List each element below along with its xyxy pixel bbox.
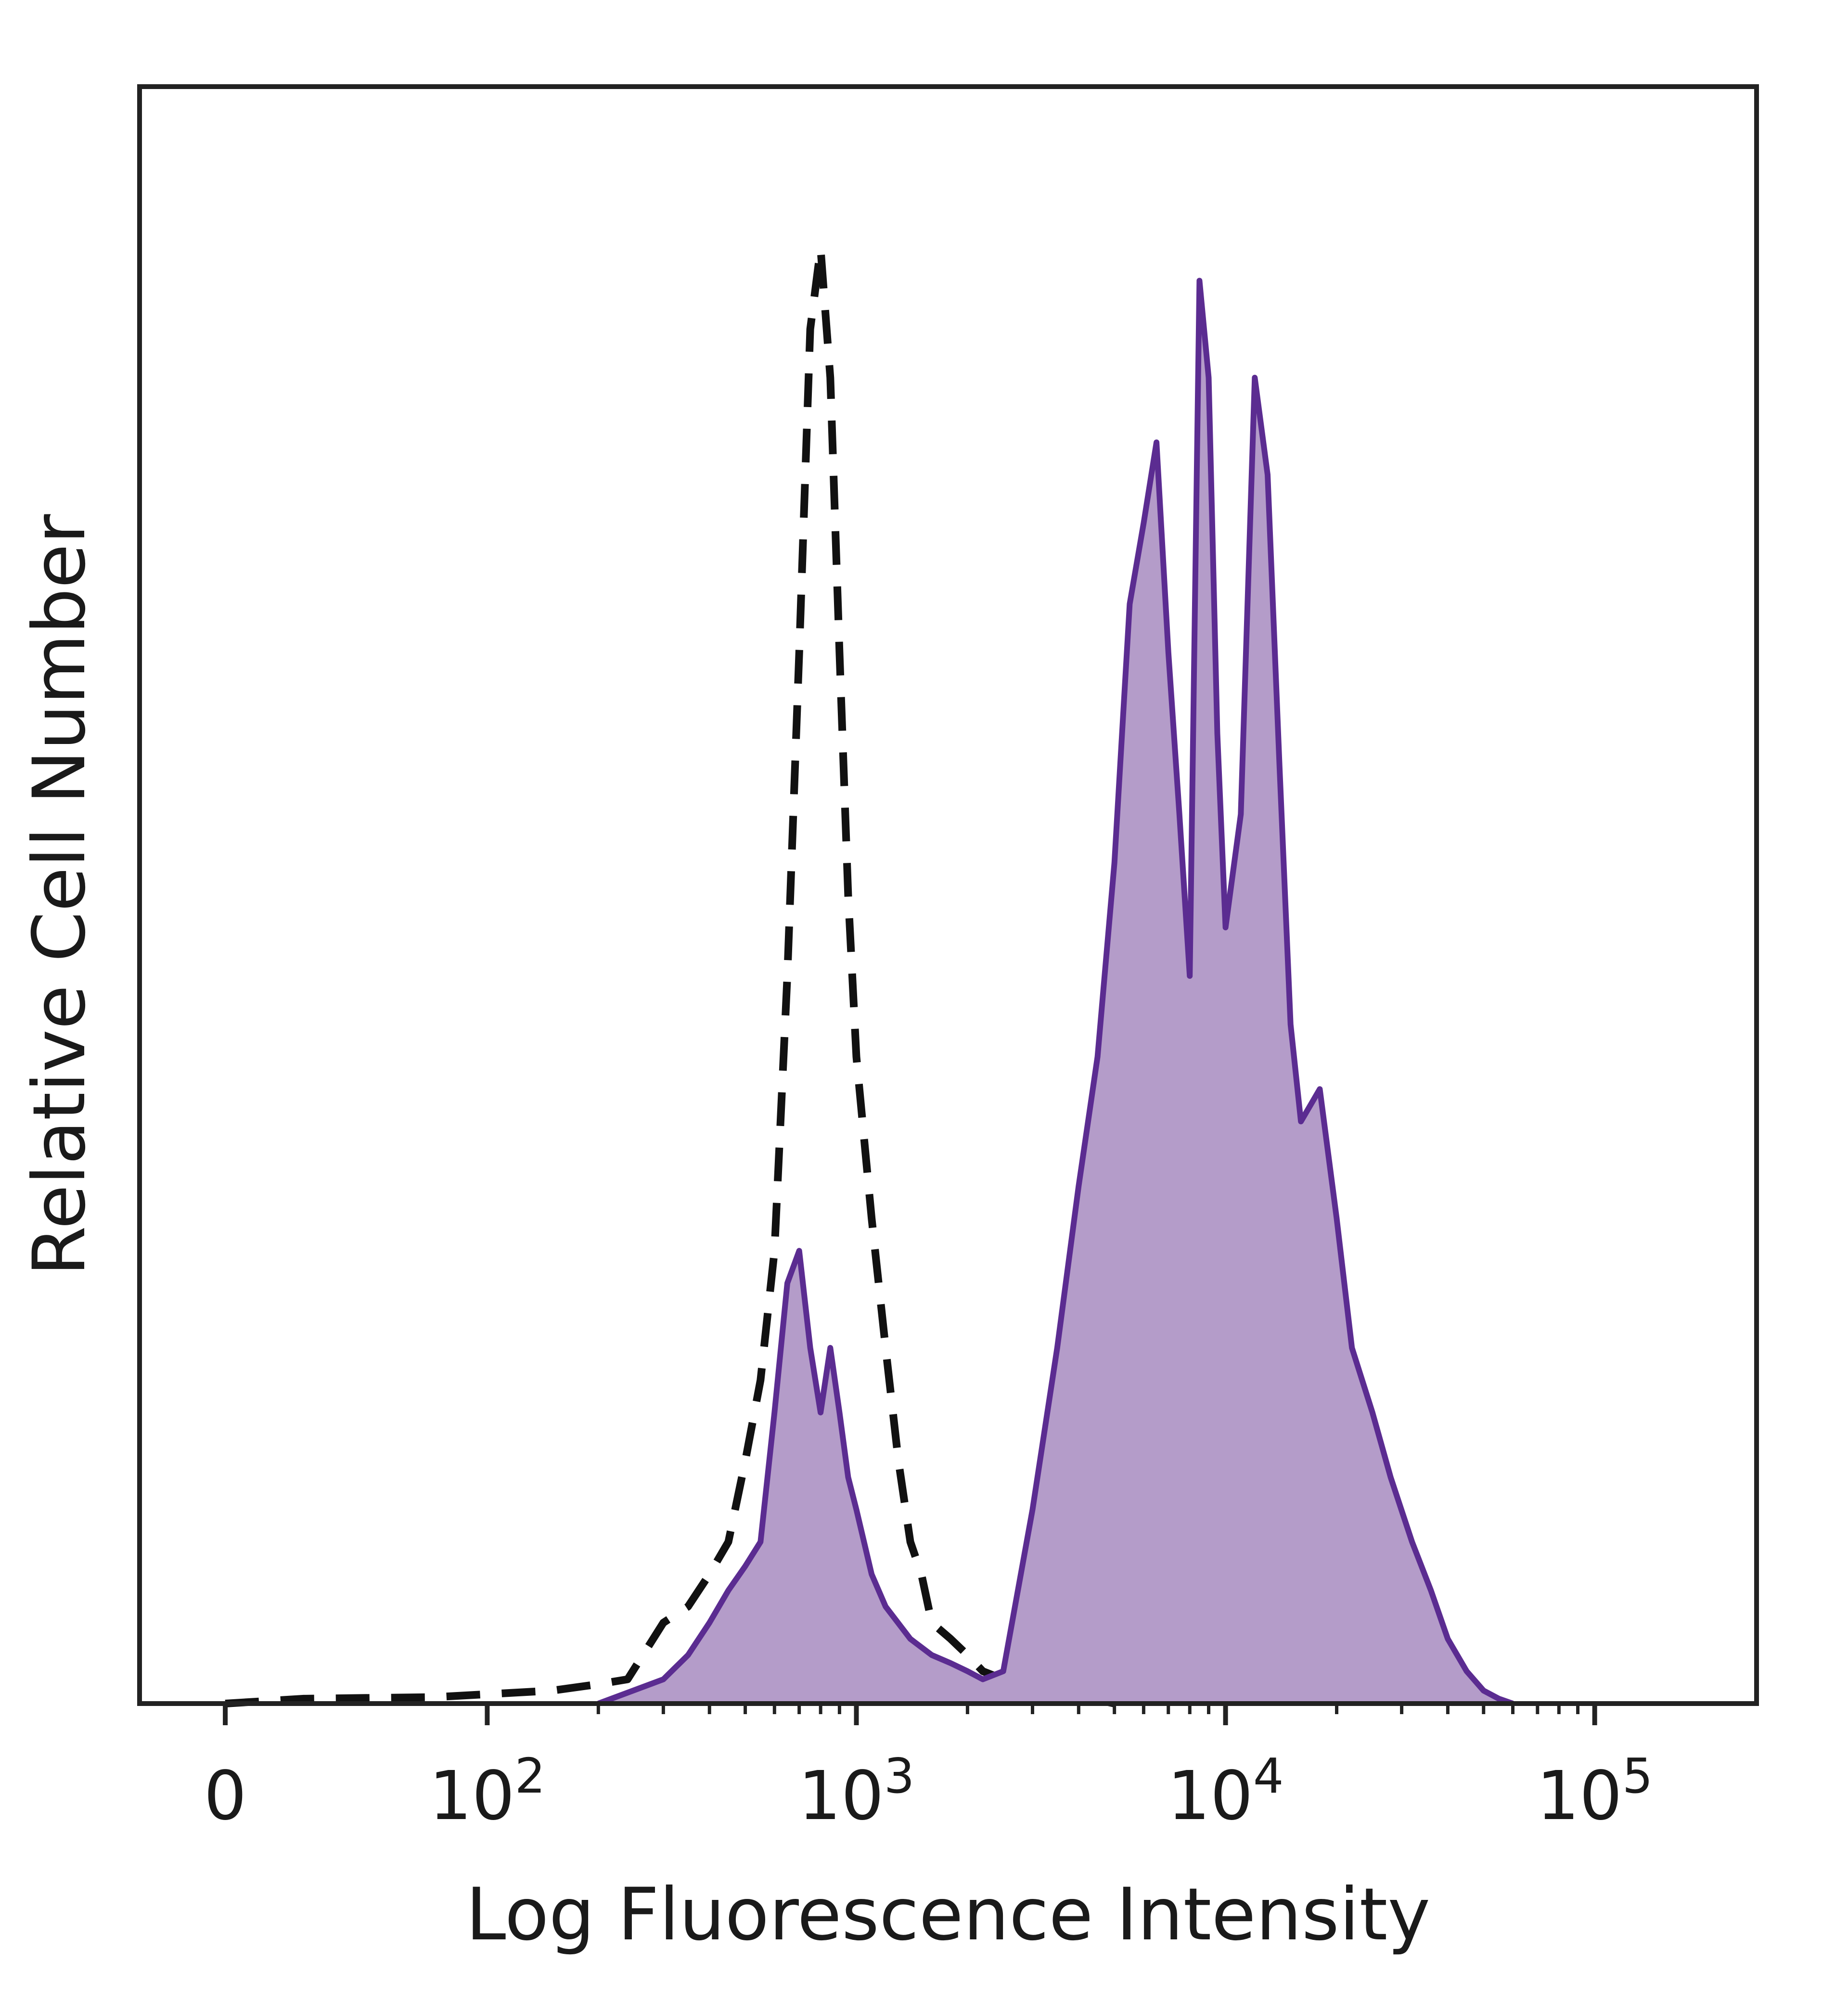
plot-frame <box>137 84 1759 1706</box>
series-0-line <box>225 244 1116 1707</box>
y-axis-label: Relative Cell Number <box>18 514 102 1276</box>
x-tick-label-2: 103 <box>798 1748 915 1835</box>
x-tick-label-0: 0 <box>204 1757 247 1835</box>
plot-area <box>225 244 1514 1707</box>
x-tick-label-1: 102 <box>429 1748 546 1835</box>
x-axis-ticks: 0 102 103 104 105 <box>204 1704 1653 1835</box>
x-axis-label: Log Fluorescence Intensity <box>466 1873 1430 1957</box>
x-tick-label-4: 105 <box>1537 1748 1653 1835</box>
series-1-line <box>597 278 1514 1706</box>
series-1-fill <box>598 281 1513 1704</box>
x-tick-label-3: 104 <box>1168 1748 1284 1835</box>
